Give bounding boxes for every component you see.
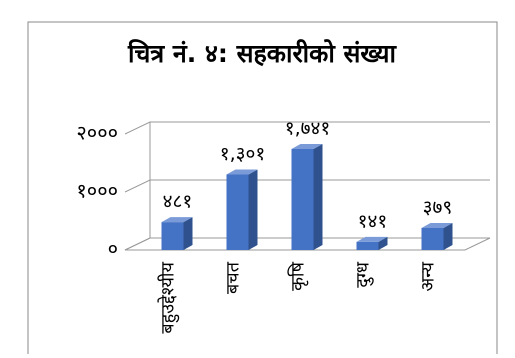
bar-face <box>248 169 258 250</box>
bar-face <box>226 169 258 175</box>
x-tick-label: दुग्ध <box>353 261 375 288</box>
bar-face <box>161 217 193 223</box>
bar <box>161 217 193 250</box>
bar <box>226 169 258 250</box>
bar-face <box>421 228 444 250</box>
value-label: ३७९ <box>423 197 453 219</box>
chart-title: चित्र नं. ४: सहकारीको संख्या <box>127 39 398 68</box>
chart-border <box>27 21 498 358</box>
x-tick-label: अन्य <box>418 261 439 291</box>
y-tick-label: २००० <box>76 121 118 145</box>
bar <box>421 223 453 250</box>
bar-face <box>356 241 379 250</box>
bar <box>291 144 323 250</box>
bar-face <box>291 149 314 250</box>
bar-face <box>356 236 388 242</box>
value-label: १,७४१ <box>285 118 331 140</box>
bar-face <box>226 174 249 250</box>
x-tick-label: कृषि <box>287 261 309 290</box>
y-tick-label: १००० <box>76 179 118 203</box>
bar-face <box>378 236 388 250</box>
value-label: १४१ <box>358 210 388 232</box>
x-tick-label: बहुउद्देश्यीय <box>157 261 180 333</box>
bar-face <box>443 223 453 250</box>
bar-face <box>161 222 184 250</box>
x-tick-label: बचत <box>223 261 244 294</box>
grid-line <box>124 121 490 135</box>
bar-face <box>421 223 453 229</box>
value-label: ४८१ <box>163 191 193 213</box>
value-label: १,३०१ <box>220 143 266 165</box>
bar-face <box>183 217 193 250</box>
bar-face <box>291 144 323 150</box>
grid-line <box>124 179 490 193</box>
bar-face <box>313 144 323 250</box>
bar <box>356 236 388 250</box>
y-tick-label: ० <box>108 237 118 261</box>
